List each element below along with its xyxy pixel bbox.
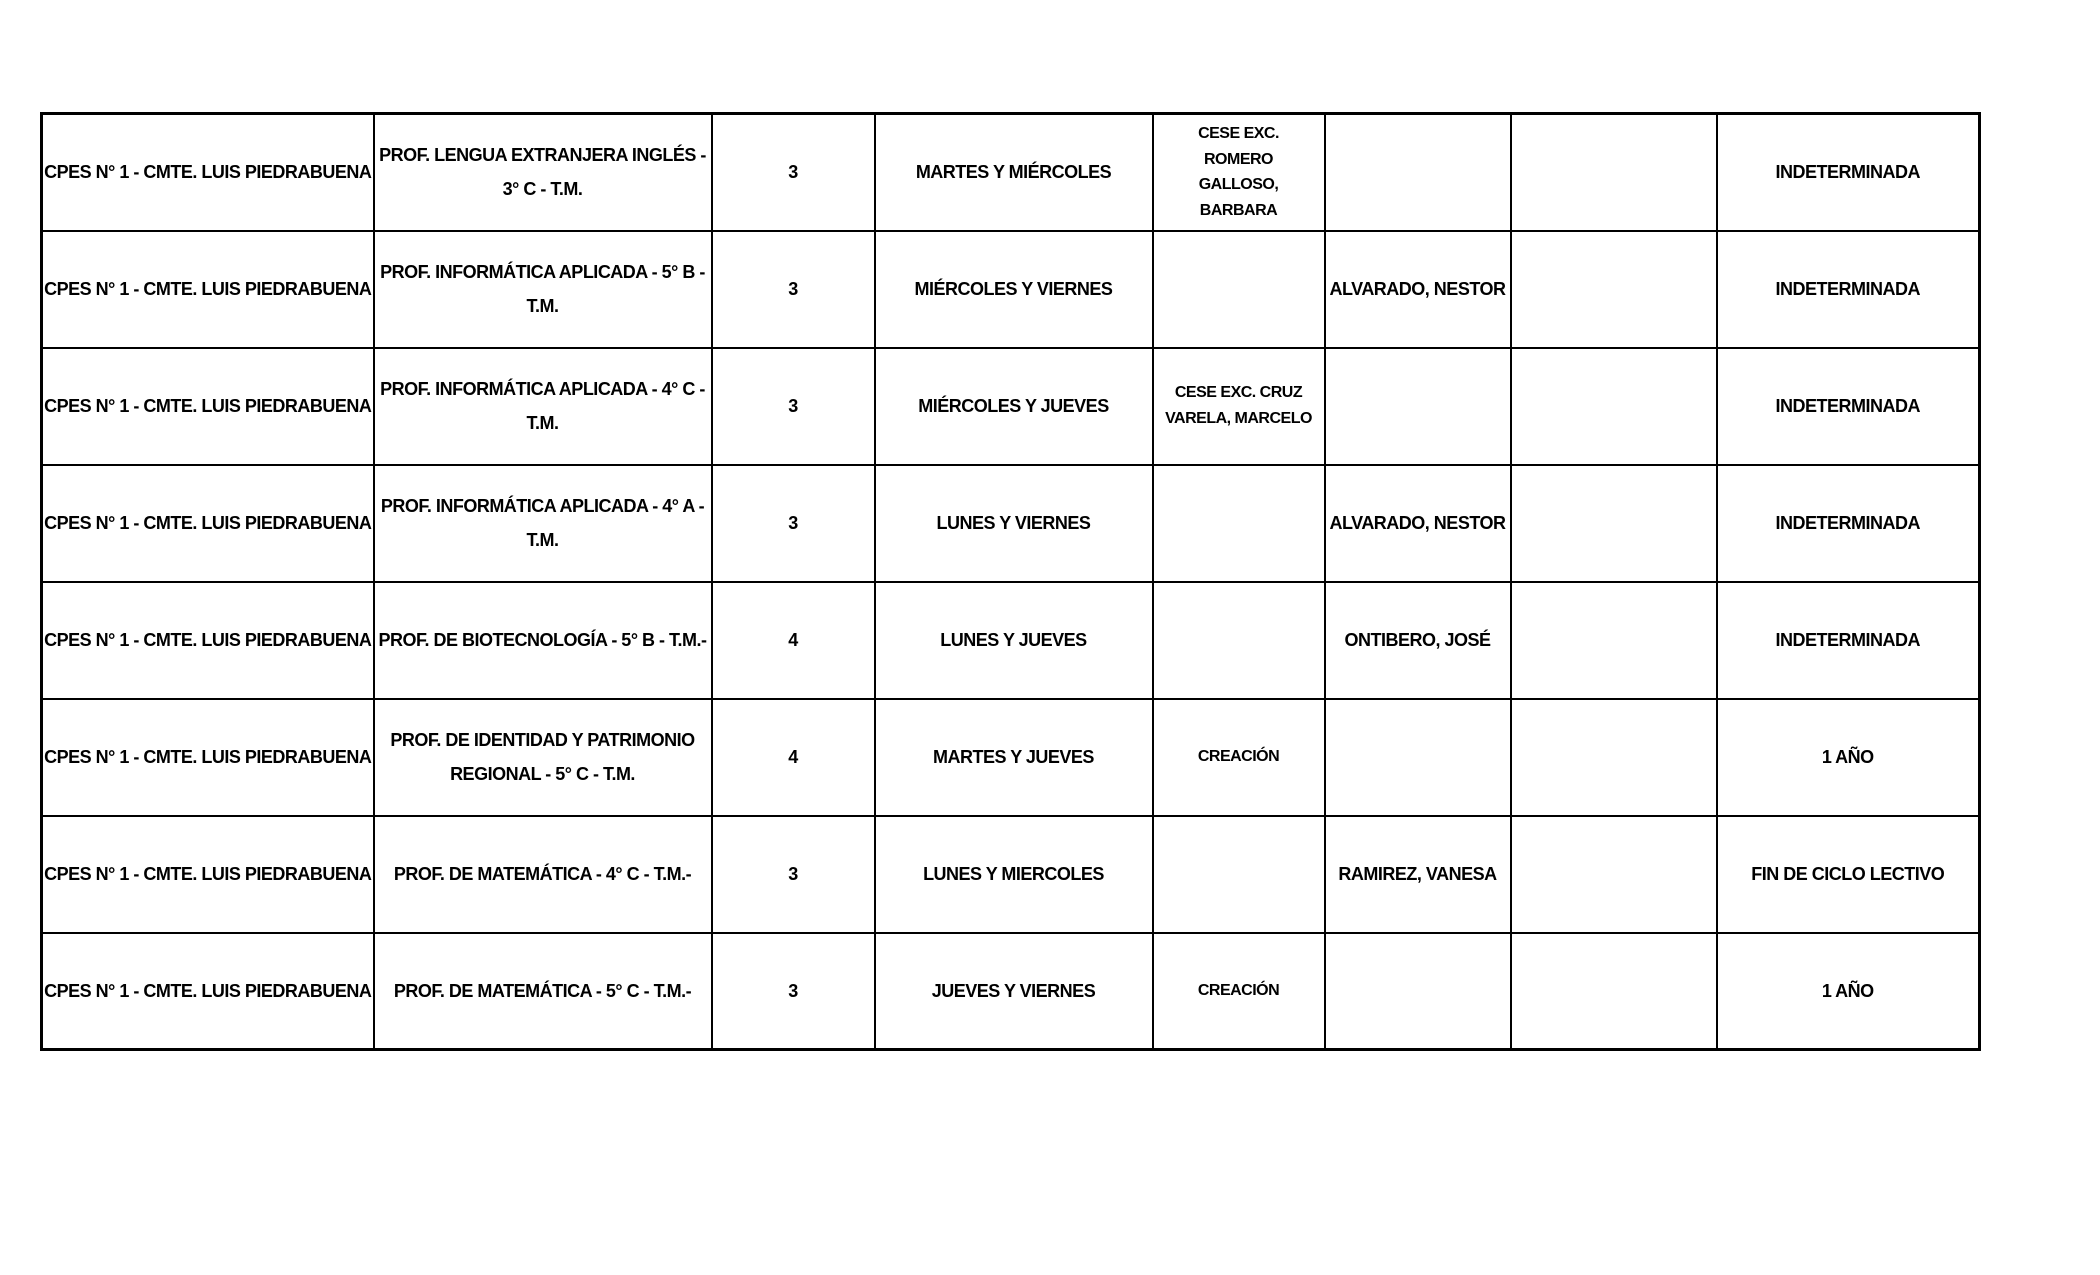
cell-weekly-hours: 3 — [710, 229, 876, 349]
cell-observation — [1151, 580, 1326, 700]
cell-extra — [1509, 112, 1718, 232]
cell-school: CPES N° 1 - CMTE. LUIS PIEDRABUENA — [40, 463, 375, 583]
cell-subject: PROF. DE BIOTECNOLOGÍA - 5° B - T.M.- — [372, 580, 713, 700]
cell-teacher: ONTIBERO, JOSÉ — [1323, 580, 1512, 700]
table-row: CPES N° 1 - CMTE. LUIS PIEDRABUENA PROF. … — [40, 346, 1981, 466]
cell-teacher: RAMIREZ, VANESA — [1323, 814, 1512, 934]
cell-teacher: ALVARADO, NESTOR — [1323, 463, 1512, 583]
cell-duration: INDETERMINADA — [1715, 229, 1981, 349]
cell-extra — [1509, 814, 1718, 934]
cell-teacher — [1323, 346, 1512, 466]
cell-weekly-hours: 4 — [710, 697, 876, 817]
cell-school: CPES N° 1 - CMTE. LUIS PIEDRABUENA — [40, 112, 375, 232]
table-row: CPES N° 1 - CMTE. LUIS PIEDRABUENA PROF. … — [40, 814, 1981, 934]
cell-days: LUNES Y VIERNES — [873, 463, 1154, 583]
cell-observation: CREACIÓN — [1151, 931, 1326, 1051]
cell-subject: PROF. INFORMÁTICA APLICADA - 4° A - T.M. — [372, 463, 713, 583]
cell-subject: PROF. DE MATEMÁTICA - 4° C - T.M.- — [372, 814, 713, 934]
table-row: CPES N° 1 - CMTE. LUIS PIEDRABUENA PROF. … — [40, 229, 1981, 349]
cell-teacher: ALVARADO, NESTOR — [1323, 229, 1512, 349]
cell-duration: 1 AÑO — [1715, 931, 1981, 1051]
cell-observation: CESE EXC. ROMERO GALLOSO, BARBARA — [1151, 112, 1326, 232]
cell-duration: 1 AÑO — [1715, 697, 1981, 817]
cell-duration: INDETERMINADA — [1715, 463, 1981, 583]
cell-days: JUEVES Y VIERNES — [873, 931, 1154, 1051]
cell-weekly-hours: 4 — [710, 580, 876, 700]
cell-school: CPES N° 1 - CMTE. LUIS PIEDRABUENA — [40, 580, 375, 700]
table-row: CPES N° 1 - CMTE. LUIS PIEDRABUENA PROF. … — [40, 580, 1981, 700]
cell-days: MIÉRCOLES Y VIERNES — [873, 229, 1154, 349]
cell-duration: INDETERMINADA — [1715, 580, 1981, 700]
cell-duration: INDETERMINADA — [1715, 346, 1981, 466]
cell-school: CPES N° 1 - CMTE. LUIS PIEDRABUENA — [40, 931, 375, 1051]
cell-weekly-hours: 3 — [710, 931, 876, 1051]
table-row: CPES N° 1 - CMTE. LUIS PIEDRABUENA PROF. … — [40, 697, 1981, 817]
cell-duration: INDETERMINADA — [1715, 112, 1981, 232]
cell-subject: PROF. DE IDENTIDAD Y PATRIMONIO REGIONAL… — [372, 697, 713, 817]
cell-weekly-hours: 3 — [710, 463, 876, 583]
cell-days: LUNES Y MIERCOLES — [873, 814, 1154, 934]
cell-weekly-hours: 3 — [710, 814, 876, 934]
cell-days: LUNES Y JUEVES — [873, 580, 1154, 700]
cell-extra — [1509, 346, 1718, 466]
cell-observation — [1151, 463, 1326, 583]
cell-subject: PROF. LENGUA EXTRANJERA INGLÉS - 3° C - … — [372, 112, 713, 232]
cell-extra — [1509, 229, 1718, 349]
cell-extra — [1509, 580, 1718, 700]
cell-teacher — [1323, 112, 1512, 232]
cell-extra — [1509, 697, 1718, 817]
cell-school: CPES N° 1 - CMTE. LUIS PIEDRABUENA — [40, 697, 375, 817]
cell-extra — [1509, 931, 1718, 1051]
cell-days: MIÉRCOLES Y JUEVES — [873, 346, 1154, 466]
cell-school: CPES N° 1 - CMTE. LUIS PIEDRABUENA — [40, 229, 375, 349]
cell-days: MARTES Y JUEVES — [873, 697, 1154, 817]
cell-observation — [1151, 229, 1326, 349]
cell-school: CPES N° 1 - CMTE. LUIS PIEDRABUENA — [40, 814, 375, 934]
cell-observation: CREACIÓN — [1151, 697, 1326, 817]
cell-weekly-hours: 3 — [710, 112, 876, 232]
cell-subject: PROF. DE MATEMÁTICA - 5° C - T.M.- — [372, 931, 713, 1051]
cell-teacher — [1323, 697, 1512, 817]
cell-school: CPES N° 1 - CMTE. LUIS PIEDRABUENA — [40, 346, 375, 466]
assignments-table: CPES N° 1 - CMTE. LUIS PIEDRABUENA PROF. … — [40, 112, 1981, 1051]
cell-duration: FIN DE CICLO LECTIVO — [1715, 814, 1981, 934]
cell-days: MARTES Y MIÉRCOLES — [873, 112, 1154, 232]
cell-teacher — [1323, 931, 1512, 1051]
cell-subject: PROF. INFORMÁTICA APLICADA - 4° C - T.M. — [372, 346, 713, 466]
table-row: CPES N° 1 - CMTE. LUIS PIEDRABUENA PROF. … — [40, 931, 1981, 1051]
table-row: CPES N° 1 - CMTE. LUIS PIEDRABUENA PROF. … — [40, 112, 1981, 232]
cell-weekly-hours: 3 — [710, 346, 876, 466]
table-row: CPES N° 1 - CMTE. LUIS PIEDRABUENA PROF. … — [40, 463, 1981, 583]
cell-subject: PROF. INFORMÁTICA APLICADA - 5° B - T.M. — [372, 229, 713, 349]
cell-observation — [1151, 814, 1326, 934]
cell-extra — [1509, 463, 1718, 583]
cell-observation: CESE EXC. CRUZ VARELA, MARCELO — [1151, 346, 1326, 466]
